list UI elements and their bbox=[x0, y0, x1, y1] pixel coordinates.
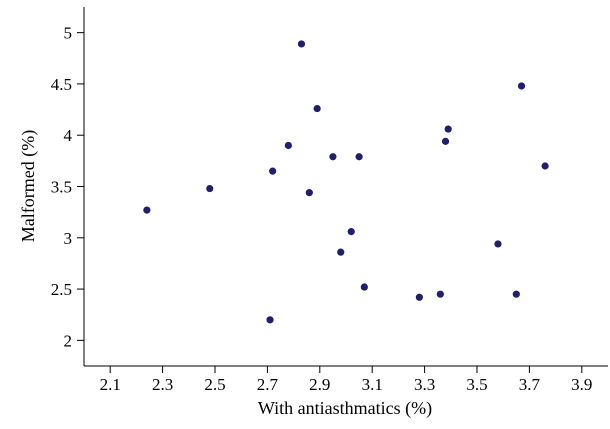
data-point bbox=[314, 105, 321, 112]
y-tick-label: 2 bbox=[64, 331, 73, 350]
plot-area bbox=[84, 7, 608, 366]
data-point bbox=[306, 189, 313, 196]
x-tick-label: 2.9 bbox=[309, 375, 330, 394]
x-tick-label: 3.5 bbox=[466, 375, 487, 394]
data-point bbox=[337, 249, 344, 256]
x-tick-label: 3.7 bbox=[519, 375, 541, 394]
data-point bbox=[437, 291, 444, 298]
data-point bbox=[298, 40, 305, 47]
y-tick-label: 3 bbox=[64, 229, 73, 248]
x-tick-label: 2.7 bbox=[257, 375, 279, 394]
y-axis-ticks: 2 2.5 3 3.5 4 4.5 5 bbox=[51, 24, 84, 351]
data-point bbox=[285, 142, 292, 149]
data-point bbox=[445, 125, 452, 132]
y-tick-label: 3.5 bbox=[51, 178, 72, 197]
y-tick-label: 4.5 bbox=[51, 75, 72, 94]
data-point bbox=[361, 283, 368, 290]
y-tick-label: 5 bbox=[64, 24, 73, 43]
data-point bbox=[329, 153, 336, 160]
data-point bbox=[143, 206, 150, 213]
data-point bbox=[494, 240, 501, 247]
x-tick-label: 2.5 bbox=[204, 375, 225, 394]
data-point bbox=[356, 153, 363, 160]
y-tick-label: 4 bbox=[64, 126, 73, 145]
data-point bbox=[348, 228, 355, 235]
data-point bbox=[513, 291, 520, 298]
y-tick-label: 2.5 bbox=[51, 280, 72, 299]
x-axis-title: With antiasthmatics (%) bbox=[258, 398, 432, 419]
data-point bbox=[416, 294, 423, 301]
x-tick-label: 3.1 bbox=[362, 375, 383, 394]
x-axis-ticks: 2.1 2.3 2.5 2.7 2.9 3.1 3.3 3.5 3.7 3.9 bbox=[100, 366, 593, 394]
data-point bbox=[518, 82, 525, 89]
data-point bbox=[266, 316, 273, 323]
y-axis-title: Malformed (%) bbox=[18, 130, 39, 242]
data-point bbox=[269, 168, 276, 175]
x-tick-label: 3.9 bbox=[571, 375, 592, 394]
data-point bbox=[206, 185, 213, 192]
x-tick-label: 2.1 bbox=[100, 375, 121, 394]
x-tick-label: 3.3 bbox=[414, 375, 435, 394]
data-point bbox=[442, 138, 449, 145]
data-point bbox=[542, 162, 549, 169]
x-tick-label: 2.3 bbox=[152, 375, 173, 394]
data-points bbox=[143, 40, 548, 323]
